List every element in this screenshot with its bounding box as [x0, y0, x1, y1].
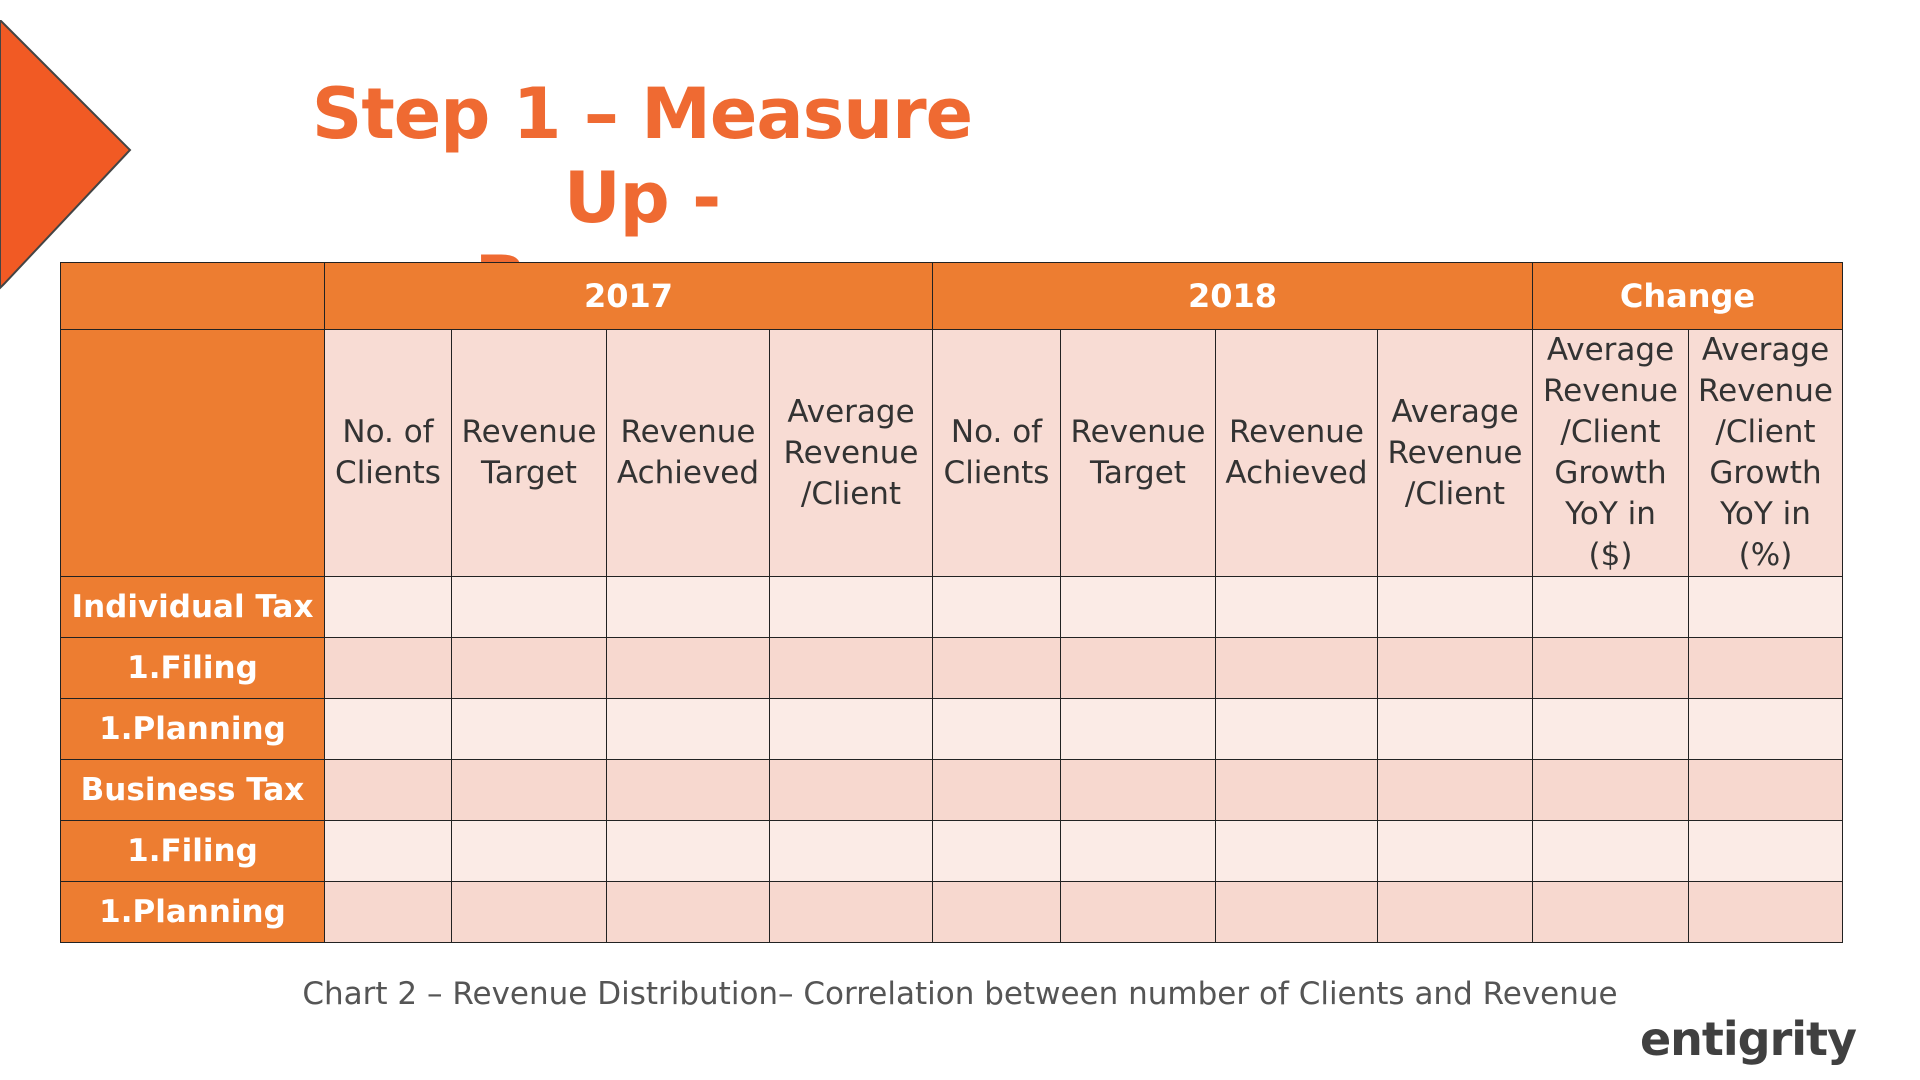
data-cell	[451, 576, 607, 638]
column-header: Revenue Achieved	[606, 329, 770, 577]
data-cell	[1377, 759, 1533, 821]
data-cell	[932, 881, 1061, 943]
data-cell	[1215, 759, 1378, 821]
group-header: 2018	[932, 262, 1533, 330]
column-header: No. of Clients	[932, 329, 1061, 577]
data-cell	[451, 637, 607, 699]
data-cell	[324, 881, 452, 943]
data-cell	[1688, 637, 1843, 699]
data-cell	[1215, 637, 1378, 699]
row-header: 1.Planning	[60, 881, 325, 943]
column-header: Average Revenue /Client	[1377, 329, 1533, 577]
data-row: 1.Filing	[60, 820, 1843, 882]
revenue-table: 2017 2018 Change No. of Clients Revenue Targ…	[60, 262, 1843, 943]
data-cell	[1377, 576, 1533, 638]
column-header: Average Revenue /Client Growth YoY in ($…	[1532, 329, 1689, 577]
data-row: 1.Planning	[60, 698, 1843, 760]
data-cell	[1532, 759, 1689, 821]
data-cell	[1060, 576, 1216, 638]
row-header: Individual Tax	[60, 576, 325, 638]
data-cell	[1532, 576, 1689, 638]
data-cell	[606, 698, 770, 760]
data-cell	[1377, 698, 1533, 760]
data-row: 1.Filing	[60, 637, 1843, 699]
data-cell	[1532, 637, 1689, 699]
group-header: Change	[1532, 262, 1843, 330]
data-cell	[324, 637, 452, 699]
data-cell	[1215, 820, 1378, 882]
data-cell	[769, 759, 933, 821]
column-header: Revenue Target	[1060, 329, 1216, 577]
data-cell	[324, 576, 452, 638]
data-cell	[1688, 698, 1843, 760]
title-line: Step 1 – Measure Up -	[311, 73, 973, 239]
data-cell	[932, 759, 1061, 821]
logo: entigrity	[1639, 1012, 1857, 1066]
data-cell	[1377, 637, 1533, 699]
data-cell	[1060, 820, 1216, 882]
data-cell	[932, 576, 1061, 638]
data-cell	[1215, 881, 1378, 943]
row-header: Business Tax	[60, 759, 325, 821]
data-cell	[451, 881, 607, 943]
row-header: 1.Filing	[60, 820, 325, 882]
data-cell	[1060, 637, 1216, 699]
data-cell	[769, 881, 933, 943]
data-cell	[1688, 759, 1843, 821]
data-row: Individual Tax	[60, 576, 1843, 638]
data-cell	[1060, 881, 1216, 943]
data-cell	[606, 881, 770, 943]
row-header: 1.Planning	[60, 698, 325, 760]
data-cell	[606, 820, 770, 882]
corner-cell	[60, 329, 325, 577]
data-cell	[1060, 759, 1216, 821]
group-row: 2017 2018 Change	[60, 262, 1843, 330]
data-cell	[1532, 698, 1689, 760]
data-cell	[1532, 881, 1689, 943]
column-header: Average Revenue /Client	[769, 329, 933, 577]
data-cell	[606, 576, 770, 638]
data-cell	[606, 759, 770, 821]
data-cell	[451, 698, 607, 760]
arrow-shape	[0, 20, 132, 290]
data-cell	[1215, 698, 1378, 760]
group-header: 2017	[324, 262, 933, 330]
data-cell	[1377, 820, 1533, 882]
data-cell	[769, 576, 933, 638]
data-cell	[769, 637, 933, 699]
data-cell	[1688, 881, 1843, 943]
corner-cell	[60, 262, 325, 330]
data-cell	[324, 698, 452, 760]
data-cell	[1688, 576, 1843, 638]
data-cell	[1060, 698, 1216, 760]
data-cell	[932, 637, 1061, 699]
data-cell	[932, 820, 1061, 882]
caption: Chart 2 – Revenue Distribution– Correlat…	[302, 976, 1618, 1012]
data-row: Business Tax	[60, 759, 1843, 821]
data-cell	[606, 637, 770, 699]
column-header: Revenue Target	[451, 329, 607, 577]
data-cell	[1215, 576, 1378, 638]
column-header: Average Revenue /Client Growth YoY in (%…	[1688, 329, 1843, 577]
data-row: 1.Planning	[60, 881, 1843, 943]
column-row: No. of Clients Revenue Target Revenue Achi…	[60, 329, 1843, 577]
data-cell	[1377, 881, 1533, 943]
data-cell	[1688, 820, 1843, 882]
data-cell	[451, 820, 607, 882]
column-header: No. of Clients	[324, 329, 452, 577]
row-header: 1.Filing	[60, 637, 325, 699]
data-cell	[324, 759, 452, 821]
data-cell	[769, 820, 933, 882]
data-cell	[1532, 820, 1689, 882]
data-cell	[932, 698, 1061, 760]
column-header: Revenue Achieved	[1215, 329, 1378, 577]
data-cell	[324, 820, 452, 882]
data-cell	[451, 759, 607, 821]
data-cell	[769, 698, 933, 760]
